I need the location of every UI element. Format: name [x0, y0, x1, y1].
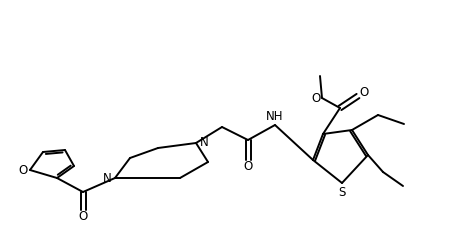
Text: N: N	[199, 137, 208, 150]
Text: O: O	[243, 160, 253, 172]
Text: O: O	[79, 209, 88, 223]
Text: N: N	[103, 171, 111, 185]
Text: O: O	[359, 86, 368, 99]
Text: S: S	[338, 185, 346, 199]
Text: O: O	[19, 164, 28, 177]
Text: NH: NH	[266, 110, 284, 123]
Text: O: O	[311, 92, 321, 104]
